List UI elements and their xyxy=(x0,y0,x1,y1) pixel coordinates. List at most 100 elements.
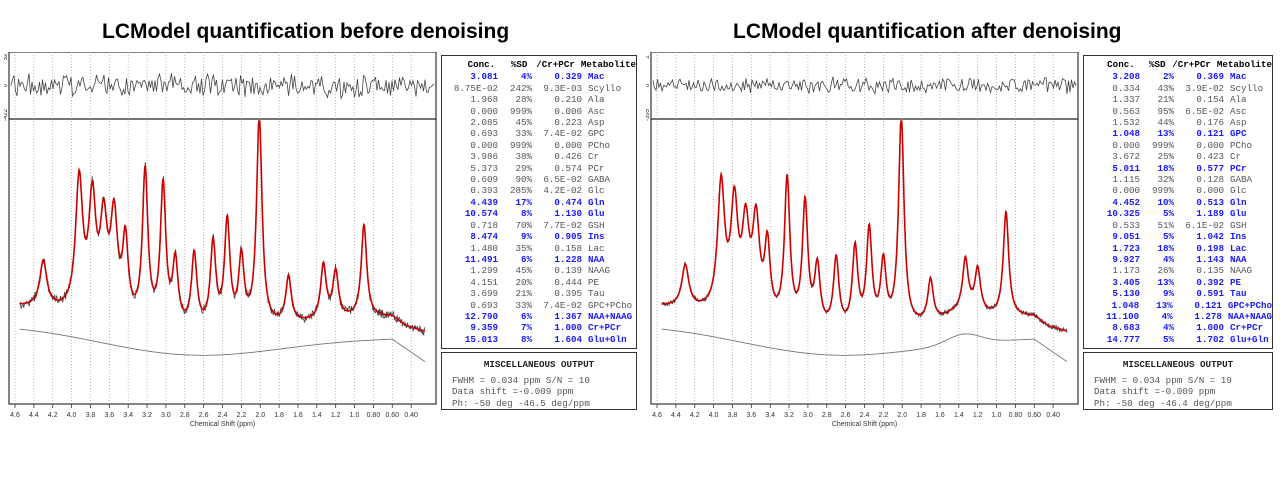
conc-value: 0.000 xyxy=(470,139,498,151)
misc-fwhm: FWHM = 0.034 ppm S/N = 10 xyxy=(452,374,590,386)
metabolite-name: GABA xyxy=(1230,174,1253,186)
metabolite-row: 1.480 35% 0.158 Lac xyxy=(442,243,636,254)
sd-value: 21% xyxy=(1157,94,1174,106)
conc-value: 1.048 xyxy=(1112,128,1140,140)
ratio-value: 0.905 xyxy=(554,231,582,243)
sd-value: 32% xyxy=(1157,174,1174,186)
x-tick-label: 2.8 xyxy=(180,412,190,419)
metabolite-name: Lac xyxy=(588,242,605,254)
metabolite-row: 0.000 999% 0.000 Asc xyxy=(442,106,636,117)
metabolite-name: Lac xyxy=(1230,242,1247,254)
ratio-value: 0.000 xyxy=(554,139,582,151)
residual-axis-label: 2 xyxy=(646,55,651,59)
metabolite-name: GPC xyxy=(588,128,605,140)
sd-value: 9% xyxy=(520,231,532,243)
metabolite-name: Tau xyxy=(588,288,605,300)
metabolite-row: 1.337 21% 0.154 Ala xyxy=(1084,94,1272,105)
metabolite-row: 0.693 33% 7.4E-02 GPC xyxy=(442,128,636,139)
ratio-value: 7.4E-02 xyxy=(543,299,582,311)
metabolite-name: Cr+PCr xyxy=(1230,322,1264,334)
x-tick-label: 3.6 xyxy=(104,412,114,419)
sd-value: 18% xyxy=(1157,242,1174,254)
ratio-value: 1.000 xyxy=(554,322,582,334)
conc-value: 9.051 xyxy=(1112,231,1140,243)
sd-value: 44% xyxy=(1157,117,1174,129)
x-tick-label: 0.60 xyxy=(385,412,399,419)
x-tick-label: 0.80 xyxy=(367,412,381,419)
sd-value: 13% xyxy=(1157,276,1174,288)
conc-value: 8.474 xyxy=(470,231,498,243)
x-tick-label: 1.0 xyxy=(350,412,360,419)
metabolite-name: Cr+PCr xyxy=(588,322,622,334)
x-tick-label: 3.8 xyxy=(728,412,738,419)
sd-value: 5% xyxy=(1162,333,1174,345)
ratio-value: 0.577 xyxy=(1196,162,1224,174)
metabolite-name: Glc xyxy=(588,185,605,197)
x-tick-label: 1.2 xyxy=(973,412,983,419)
ratio-value: 0.154 xyxy=(1196,94,1224,106)
conc-value: 5.373 xyxy=(470,162,498,174)
misc-shift: Data shift =-0.009 ppm xyxy=(1094,386,1216,397)
ratio-value: 0.000 xyxy=(1196,185,1224,197)
x-tick-label: 1.4 xyxy=(312,412,322,419)
conc-value: 3.699 xyxy=(470,288,498,300)
metabolite-name: PCr xyxy=(1230,162,1247,174)
metabolite-row: 5.373 29% 0.574 PCr xyxy=(442,163,636,174)
misc-phase: Ph: -50 deg -46.5 deg/ppm xyxy=(452,397,590,409)
x-tick-label: 3.8 xyxy=(86,412,96,419)
ratio-value: 0.329 xyxy=(554,71,582,83)
conc-value: 2.085 xyxy=(470,117,498,129)
conc-value: 4.151 xyxy=(470,276,498,288)
conc-value: 0.609 xyxy=(470,174,498,186)
conc-value: 9.927 xyxy=(1112,253,1140,265)
x-tick-label: 1.6 xyxy=(935,412,945,419)
ratio-value: 0.591 xyxy=(1196,288,1224,300)
metabolite-name: Cr xyxy=(588,151,600,163)
sd-value: 4% xyxy=(1161,310,1173,322)
ratio-value: 0.444 xyxy=(554,276,582,288)
misc-title: MISCELLANEOUS OUTPUT xyxy=(1122,359,1234,370)
metabolite-name: PCho xyxy=(1230,139,1253,151)
misc-output-before: MISCELLANEOUS OUTPUT FWHM = 0.034 ppm S/… xyxy=(441,352,637,410)
ratio-value: 0.121 xyxy=(1194,299,1222,311)
ratio-value: 0.369 xyxy=(1196,71,1224,83)
sd-value: 7% xyxy=(520,322,532,334)
ratio-value: 0.395 xyxy=(554,288,582,300)
residual-line xyxy=(10,72,435,100)
sd-value: 20% xyxy=(515,276,532,288)
residual-axis-label: -422 xyxy=(4,108,9,121)
metabolite-name: Glc xyxy=(1230,185,1247,197)
metabolite-name: Ala xyxy=(588,94,605,106)
ratio-value: 6.1E-02 xyxy=(1185,219,1224,231)
sd-value: 38% xyxy=(515,151,532,163)
ratio-value: 1.042 xyxy=(1196,231,1224,243)
conc-value: 4.439 xyxy=(470,196,498,208)
metabolite-row: 0.609 90% 6.5E-02 GABA xyxy=(442,174,636,185)
metabolite-row: 0.718 70% 7.7E-02 GSH xyxy=(442,220,636,231)
conc-value: 3.081 xyxy=(470,71,498,83)
sd-value: 4% xyxy=(1162,253,1174,265)
metabolite-row: 1.723 18% 0.198 Lac xyxy=(1084,243,1272,254)
header-ratio: /Cr+PCr xyxy=(536,59,575,70)
conc-value: 0.334 xyxy=(1112,82,1140,94)
x-tick-label: 0.40 xyxy=(404,412,418,419)
conc-value: 1.115 xyxy=(1112,174,1140,186)
x-tick-label: 4.0 xyxy=(67,412,77,419)
header-ratio: /Cr+PCr xyxy=(1172,59,1211,70)
ratio-value: 0.121 xyxy=(1196,128,1224,140)
sd-value: 70% xyxy=(515,219,532,231)
sd-value: 4% xyxy=(1162,322,1174,334)
metabolite-name: Asc xyxy=(1230,105,1247,117)
conc-value: 1.048 xyxy=(1111,299,1140,311)
conc-value: 8.683 xyxy=(1112,322,1140,334)
x-tick-label: 1.8 xyxy=(916,412,926,419)
metabolite-name: GABA xyxy=(588,174,611,186)
x-tick-label: 3.2 xyxy=(784,412,794,419)
sd-value: 5% xyxy=(1162,208,1174,220)
x-tick-label: 3.4 xyxy=(123,412,133,419)
misc-title: MISCELLANEOUS OUTPUT xyxy=(483,359,595,370)
sd-value: 90% xyxy=(515,174,532,186)
misc-phase: Ph: -50 deg -46.4 deg/ppm xyxy=(1094,397,1232,409)
sd-value: 33% xyxy=(515,299,532,311)
metabolite-row: 2.085 45% 0.223 Asp xyxy=(442,117,636,128)
